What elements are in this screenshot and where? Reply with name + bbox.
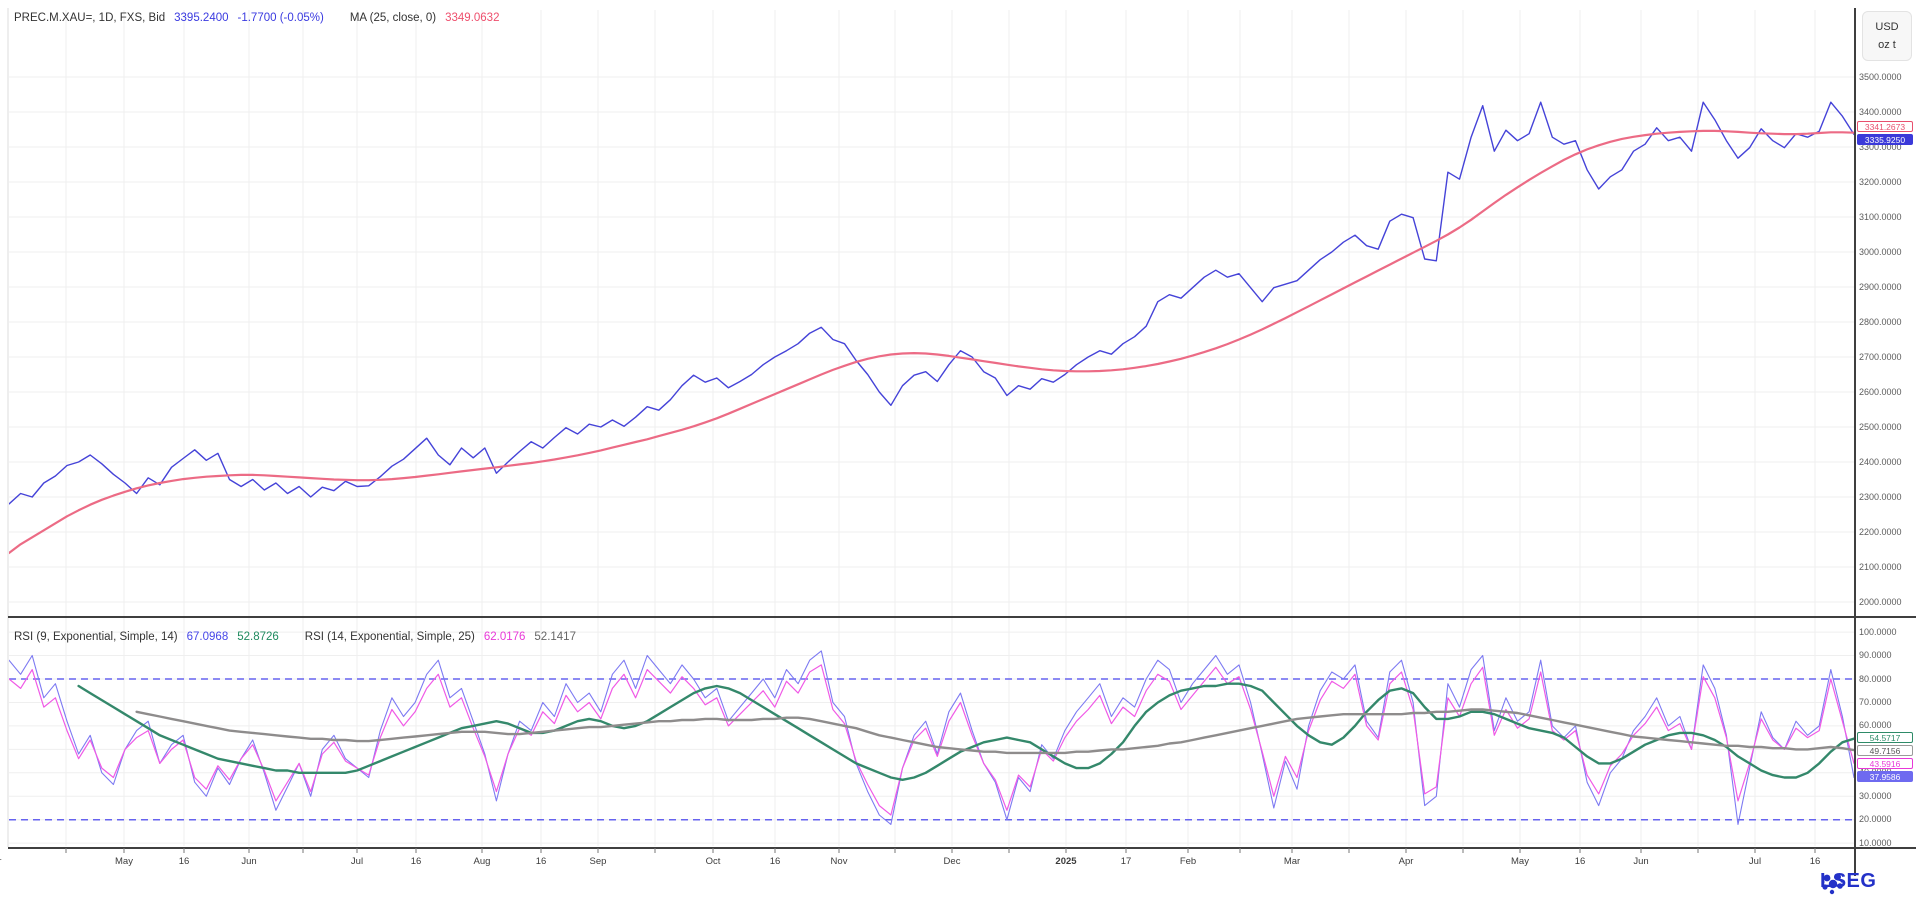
price-legend[interactable]: PREC.M.XAU=, 1D, FXS, Bid 3395.2400 -1.7… bbox=[14, 12, 499, 24]
rsi-tick-label: 90.0000 bbox=[1859, 650, 1892, 661]
rsi-last-value-tag: 49.7156 bbox=[1857, 744, 1913, 756]
x-tick-label: 16 bbox=[769, 856, 781, 867]
rsi-tick-label: 70.0000 bbox=[1859, 696, 1892, 707]
price-tick-label: 2000.0000 bbox=[1859, 596, 1902, 607]
x-tick-label: 16 bbox=[1809, 856, 1821, 867]
rsi-tick-label: 100.0000 bbox=[1859, 626, 1897, 637]
x-tick-label: Dec bbox=[943, 856, 961, 867]
rsi-tick-label: 30.0000 bbox=[1859, 790, 1892, 801]
price-tick-label: 2500.0000 bbox=[1859, 421, 1902, 432]
price-tick-label: 2800.0000 bbox=[1859, 316, 1902, 327]
rsi-tick-label: 20.0000 bbox=[1859, 814, 1892, 825]
price-tick-label: 3300.0000 bbox=[1859, 141, 1902, 152]
x-tick-label: May bbox=[115, 856, 133, 867]
rsi-legend[interactable]: RSI (9, Exponential, Simple, 14) 67.0968… bbox=[14, 631, 576, 643]
rsi-tick-label: 10.0000 bbox=[1859, 837, 1892, 848]
x-tick-label: Feb bbox=[1179, 856, 1197, 867]
rsi-series-rsi14_ma25 bbox=[135, 708, 1854, 755]
x-tick-label: Mar bbox=[1283, 856, 1301, 867]
price-series-bid bbox=[9, 101, 1854, 505]
price-change: -1.7700 (-0.05%) bbox=[237, 12, 324, 24]
ma-value: 3349.0632 bbox=[445, 12, 500, 24]
price-tick-label: 2900.0000 bbox=[1859, 281, 1902, 292]
rsi1-ma-value: 52.8726 bbox=[237, 631, 279, 643]
price-tick-label: 3200.0000 bbox=[1859, 176, 1902, 187]
rsi1-label: RSI (9, Exponential, Simple, 14) bbox=[14, 631, 178, 643]
price-tick-label: 3500.0000 bbox=[1859, 71, 1902, 82]
x-tick-label: 16 bbox=[410, 856, 422, 867]
lseg-logo: LSEG bbox=[1820, 870, 1876, 895]
ma-label: MA (25, close, 0) bbox=[349, 12, 437, 24]
price-tick-label: 2700.0000 bbox=[1859, 351, 1902, 362]
rsi2-value: 62.0176 bbox=[483, 631, 526, 643]
axis-currency: USD bbox=[1875, 21, 1899, 33]
x-tick-label: 16 bbox=[178, 856, 190, 867]
x-tick-label: Apr bbox=[0, 856, 1, 867]
x-tick-label: Aug bbox=[473, 856, 491, 867]
rsi-last-value-tag: 37.9586 bbox=[1857, 770, 1913, 782]
price-tick-label: 2200.0000 bbox=[1859, 526, 1902, 537]
axis-unit-box: USD oz t bbox=[1862, 11, 1912, 61]
x-tick-label: Sep bbox=[589, 856, 607, 867]
x-tick-label: Jun bbox=[241, 856, 257, 867]
x-tick-label: Jun bbox=[1633, 856, 1649, 867]
x-tick-label: May bbox=[1511, 856, 1529, 867]
x-tick-label: 16 bbox=[1574, 856, 1586, 867]
x-tick-label: 16 bbox=[535, 856, 547, 867]
axis-unit: oz t bbox=[1878, 39, 1896, 51]
price-last-value-tag: 3341.2673 bbox=[1857, 120, 1913, 132]
rsi1-value: 67.0968 bbox=[186, 631, 229, 643]
x-tick-label: Apr bbox=[1398, 856, 1414, 867]
rsi-series-rsi9_ma14 bbox=[77, 682, 1854, 781]
x-tick-label: Jul bbox=[350, 856, 364, 867]
price-tick-label: 2600.0000 bbox=[1859, 386, 1902, 397]
price-tick-label: 3100.0000 bbox=[1859, 211, 1902, 222]
rsi2-label: RSI (14, Exponential, Simple, 25) bbox=[304, 631, 475, 643]
price-series-ma25 bbox=[9, 129, 1854, 555]
rsi-last-value-tag: 43.5916 bbox=[1857, 757, 1913, 769]
instrument-title: PREC.M.XAU=, 1D, FXS, Bid bbox=[14, 12, 166, 24]
price-tick-label: 3000.0000 bbox=[1859, 246, 1902, 257]
rsi2-ma-value: 52.1417 bbox=[534, 631, 576, 643]
rsi-last-value-tag: 54.5717 bbox=[1857, 731, 1913, 743]
lseg-crest-icon bbox=[1821, 874, 1844, 895]
price-last-value-tag: 3335.9250 bbox=[1857, 133, 1913, 145]
x-tick-label: 17 bbox=[1120, 856, 1132, 867]
price-tick-label: 2400.0000 bbox=[1859, 456, 1902, 467]
rsi-series-rsi14 bbox=[9, 664, 1854, 816]
rsi-tick-label: 60.0000 bbox=[1859, 720, 1892, 731]
x-tick-label: Jul bbox=[1748, 856, 1762, 867]
price-tick-label: 2100.0000 bbox=[1859, 561, 1902, 572]
last-price: 3395.2400 bbox=[174, 12, 229, 24]
x-tick-label: Nov bbox=[830, 856, 848, 867]
price-tick-label: 3400.0000 bbox=[1859, 106, 1902, 117]
price-tick-label: 2300.0000 bbox=[1859, 491, 1902, 502]
x-tick-label: 2025 bbox=[1055, 856, 1077, 867]
rsi-tick-label: 80.0000 bbox=[1859, 673, 1892, 684]
x-tick-label: Oct bbox=[705, 856, 721, 867]
